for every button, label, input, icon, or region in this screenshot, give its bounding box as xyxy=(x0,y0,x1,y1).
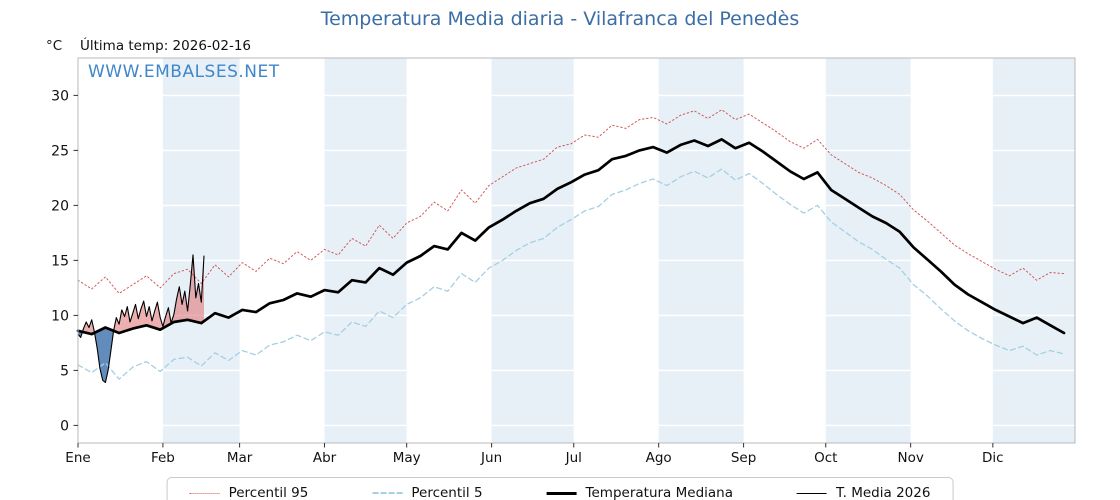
svg-text:May: May xyxy=(393,450,421,466)
svg-text:Abr: Abr xyxy=(313,450,337,466)
svg-text:Ene: Ene xyxy=(65,450,90,466)
svg-text:0: 0 xyxy=(60,418,69,434)
series-t-media-2026 xyxy=(77,254,205,384)
percentil95-line-sample xyxy=(189,492,220,494)
legend-item-mediana: Temperatura Mediana xyxy=(546,485,733,500)
legend-item-tmedia2026: T. Media 2026 xyxy=(797,485,930,500)
legend-label-percentil5: Percentil 5 xyxy=(411,485,483,500)
svg-text:Feb: Feb xyxy=(151,450,175,466)
month-bands xyxy=(162,58,1075,443)
mediana-line-sample xyxy=(546,491,577,495)
x-axis-labels: Ene Feb Mar Abr May Jun Jul Ago Sep Oct Nov Dic xyxy=(65,443,1004,466)
legend-item-percentil5: Percentil 5 xyxy=(372,485,483,500)
legend-label-tmedia2026: T. Media 2026 xyxy=(836,485,931,500)
legend-item-percentil95: Percentil 95 xyxy=(189,485,309,500)
series-temperatura-mediana xyxy=(76,138,1066,336)
svg-text:5: 5 xyxy=(60,363,69,379)
tmedia2026-line-sample xyxy=(797,492,827,494)
svg-text:25: 25 xyxy=(51,143,69,159)
svg-text:30: 30 xyxy=(51,88,69,104)
chart-legend: Percentil 95 Percentil 5 Temperatura Med… xyxy=(166,477,954,500)
series-percentil-95 xyxy=(77,109,1065,294)
page-title: Temperatura Media diaria - Vilafranca de… xyxy=(320,8,800,30)
legend-label-percentil95: Percentil 95 xyxy=(228,485,309,500)
svg-text:15: 15 xyxy=(51,253,69,269)
last-temp-label: Última temp: 2026-02-16 xyxy=(80,38,252,54)
svg-text:20: 20 xyxy=(51,198,69,214)
series-percentil-5 xyxy=(77,168,1065,380)
svg-text:Mar: Mar xyxy=(227,450,253,466)
svg-text:Oct: Oct xyxy=(814,450,837,466)
watermark-text: WWW.EMBALSES.NET xyxy=(88,62,280,82)
y-axis-labels: 0 5 10 15 20 25 30 xyxy=(51,88,78,434)
percentil5-line-sample xyxy=(372,492,403,494)
legend-label-mediana: Temperatura Mediana xyxy=(585,485,733,500)
svg-text:Ago: Ago xyxy=(646,450,672,466)
svg-text:Jun: Jun xyxy=(480,450,502,466)
svg-text:Sep: Sep xyxy=(731,450,756,466)
grid-lines xyxy=(78,94,1075,427)
svg-text:10: 10 xyxy=(51,308,69,324)
y-axis-unit-label: °C xyxy=(46,38,63,54)
svg-text:Dic: Dic xyxy=(982,450,1004,466)
plot-frame xyxy=(77,57,1076,444)
svg-text:Jul: Jul xyxy=(565,450,582,466)
svg-text:Nov: Nov xyxy=(897,450,923,466)
